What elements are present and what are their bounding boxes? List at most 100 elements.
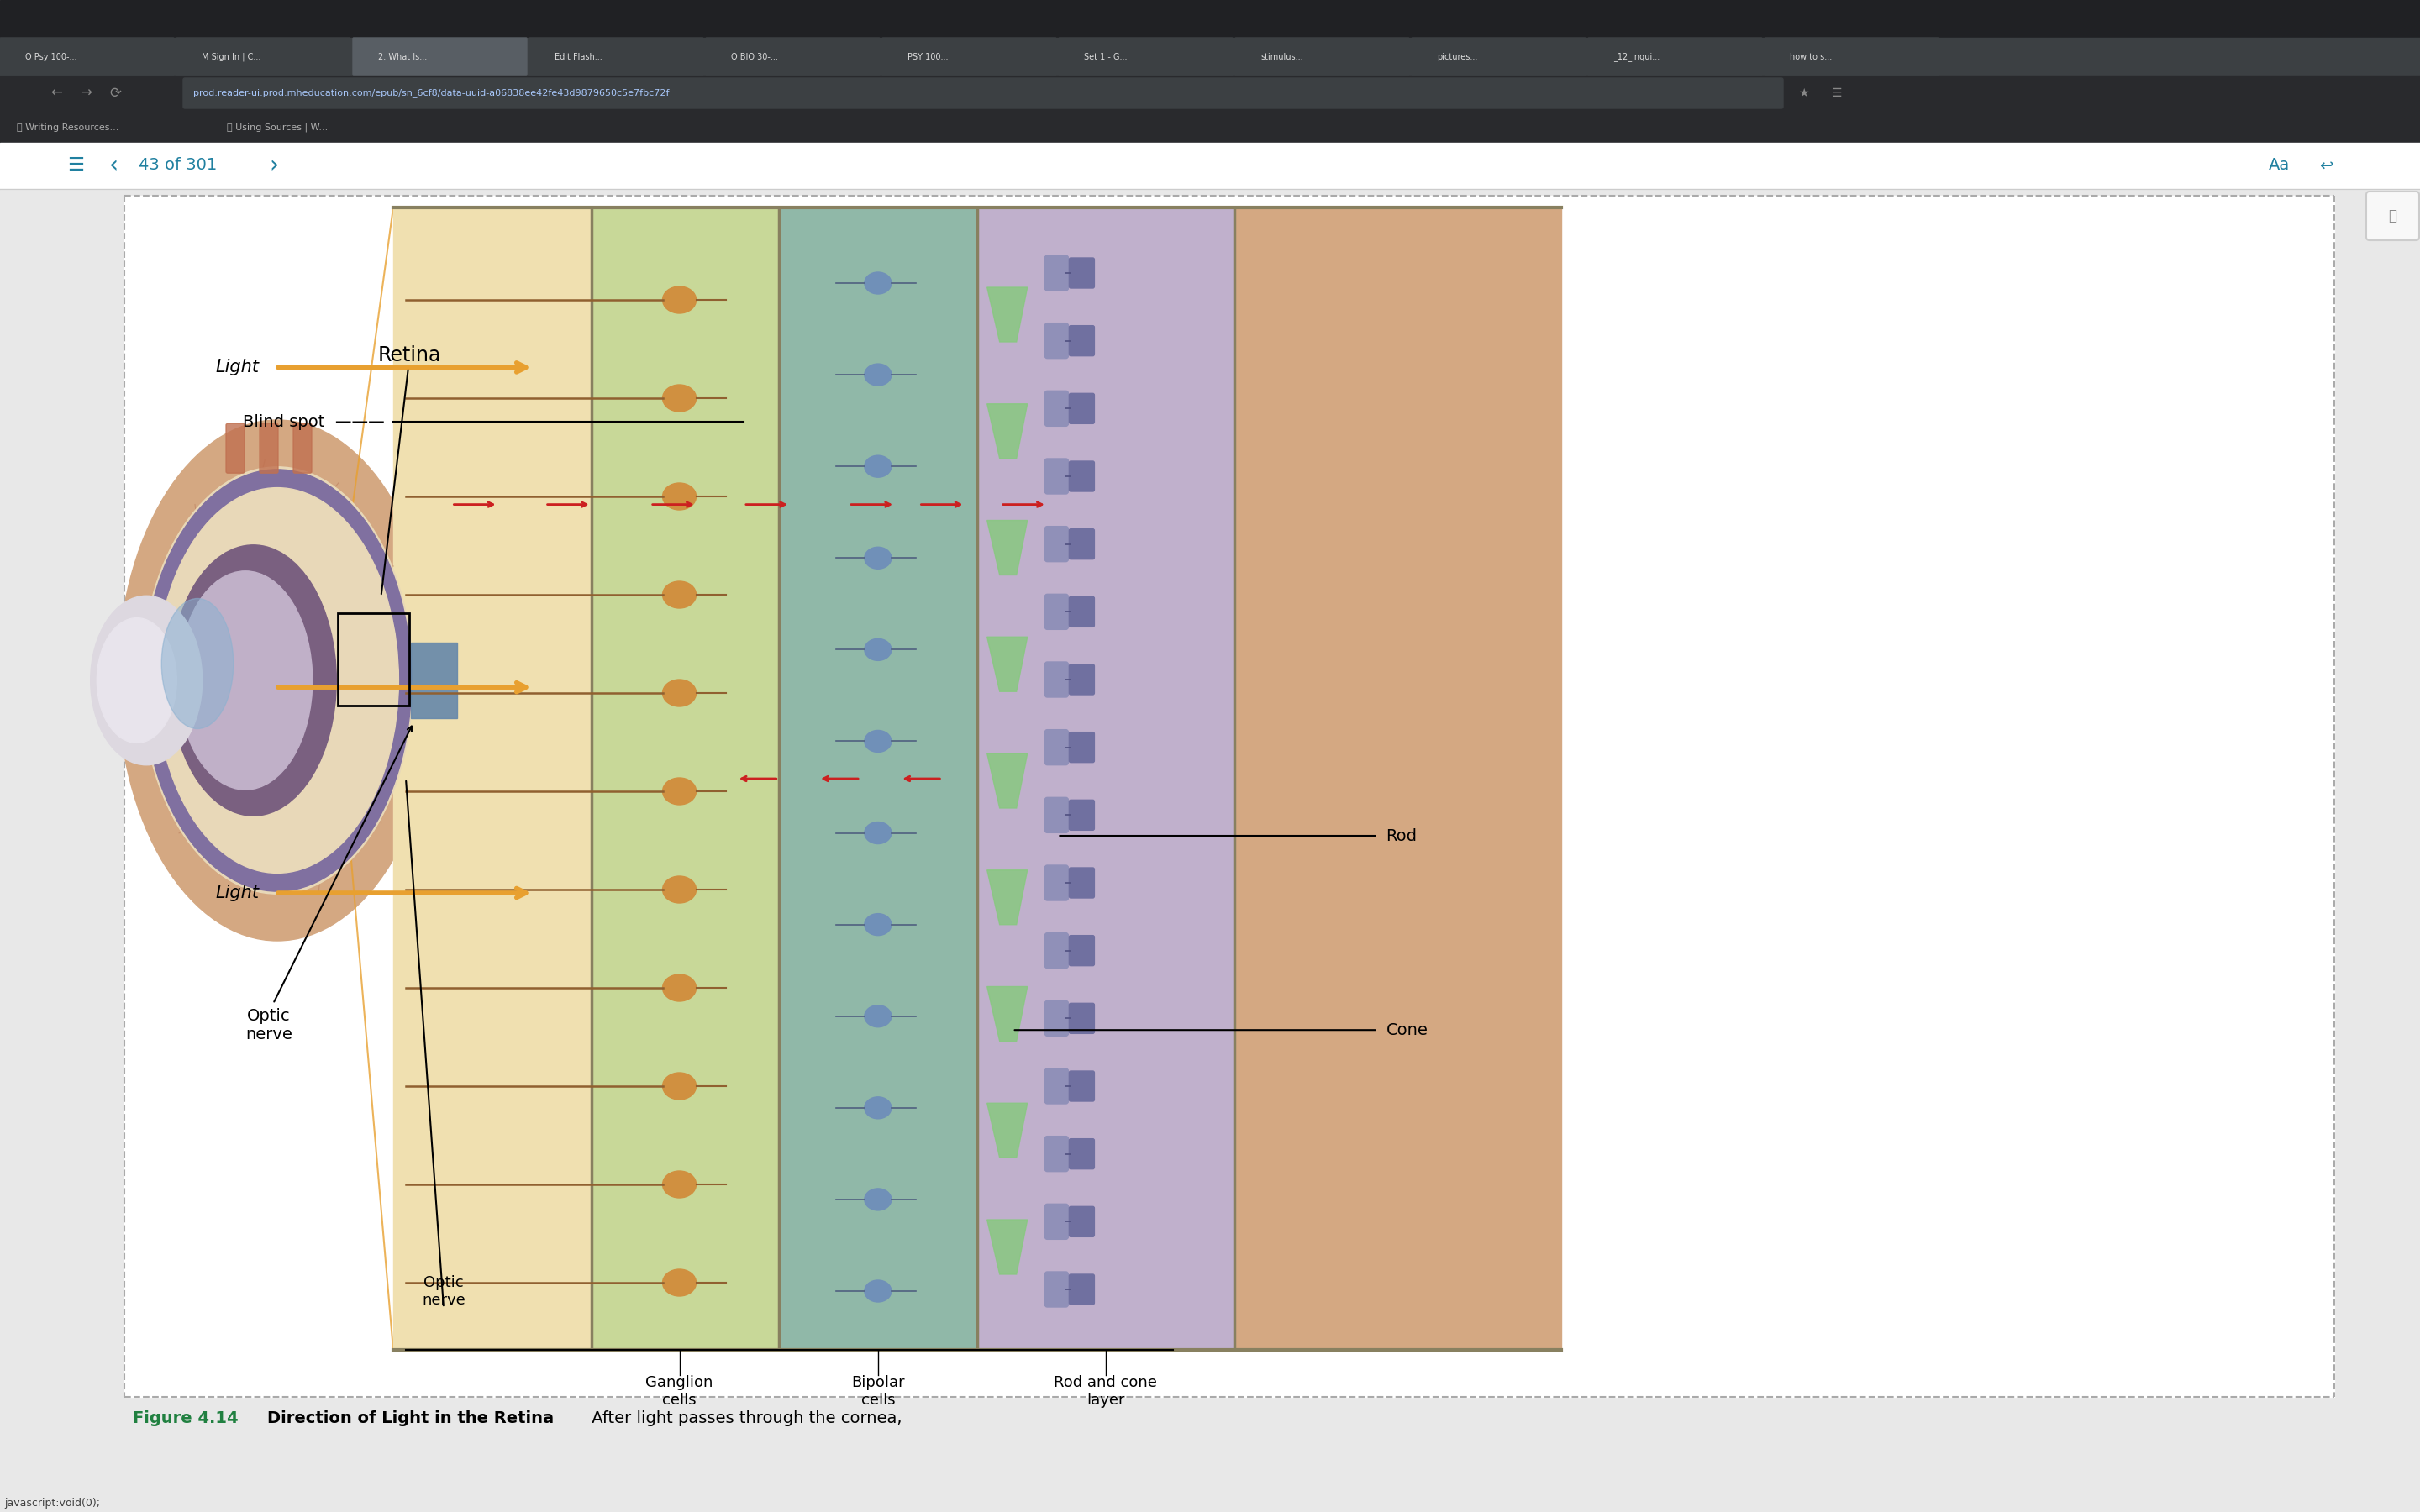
Text: ›: › [269,154,278,177]
Ellipse shape [90,596,203,765]
Ellipse shape [663,384,697,411]
Text: Q BIO 30-...: Q BIO 30-... [731,53,777,62]
Ellipse shape [119,420,438,940]
FancyBboxPatch shape [1045,526,1067,561]
Text: ‹: ‹ [109,154,119,177]
Text: Bipolar
cells: Bipolar cells [852,1374,905,1408]
Ellipse shape [864,547,891,569]
FancyBboxPatch shape [1070,732,1094,762]
FancyBboxPatch shape [1764,38,1938,74]
Text: ←: ← [51,86,63,101]
FancyBboxPatch shape [1070,1139,1094,1169]
Bar [0,112,2420,142]
Text: ↩: ↩ [2318,157,2333,174]
Polygon shape [987,637,1028,691]
FancyBboxPatch shape [1045,458,1067,494]
FancyBboxPatch shape [1070,597,1094,627]
FancyBboxPatch shape [1045,797,1067,833]
Text: 2. What Is...: 2. What Is... [378,53,426,62]
Ellipse shape [864,730,891,751]
Text: Direction of Light in the Retina: Direction of Light in the Retina [266,1409,554,1426]
FancyBboxPatch shape [1045,1069,1067,1104]
Text: ☰: ☰ [68,157,85,174]
Ellipse shape [663,875,697,903]
Text: prod.reader-ui.prod.mheducation.com/epub/sn_6cf8/data-uuid-a06838ee42fe43d987965: prod.reader-ui.prod.mheducation.com/epub… [194,89,670,98]
Ellipse shape [179,572,312,789]
Polygon shape [987,987,1028,1042]
FancyBboxPatch shape [1045,1001,1067,1036]
Text: M Sign In | C...: M Sign In | C... [201,53,261,62]
FancyBboxPatch shape [530,38,704,74]
Ellipse shape [143,467,414,894]
Ellipse shape [663,482,697,510]
Text: ⟳: ⟳ [109,86,121,101]
Text: Cone: Cone [1387,1022,1428,1037]
Text: PSY 100...: PSY 100... [908,53,949,62]
FancyBboxPatch shape [1070,461,1094,491]
Bar [0,76,2420,112]
Bar [0,38,2420,76]
Polygon shape [987,869,1028,925]
Bar [1234,207,1561,1350]
Text: Edit Flash...: Edit Flash... [554,53,603,62]
Ellipse shape [864,823,891,844]
Ellipse shape [864,1281,891,1302]
FancyBboxPatch shape [177,38,351,74]
Bar [779,207,978,1350]
Text: Rod: Rod [1387,829,1418,844]
FancyBboxPatch shape [1045,865,1067,901]
FancyBboxPatch shape [1070,1004,1094,1034]
Ellipse shape [663,1269,697,1296]
Text: javascript:void(0);: javascript:void(0); [5,1498,99,1509]
Text: 🌳 Writing Resources...: 🌳 Writing Resources... [17,124,119,132]
Ellipse shape [162,599,232,729]
Ellipse shape [663,1072,697,1099]
FancyBboxPatch shape [1070,1070,1094,1101]
FancyBboxPatch shape [1411,38,1585,74]
FancyBboxPatch shape [1045,256,1067,290]
Polygon shape [987,520,1028,575]
Bar [0,142,2420,189]
FancyBboxPatch shape [1070,936,1094,966]
Bar [0,0,2420,38]
Text: _12_inqui...: _12_inqui... [1614,53,1660,62]
FancyBboxPatch shape [1070,868,1094,898]
Ellipse shape [97,618,177,742]
FancyBboxPatch shape [1045,1204,1067,1240]
FancyBboxPatch shape [259,423,278,473]
Text: pictures...: pictures... [1437,53,1479,62]
Text: 🔊: 🔊 [2389,209,2396,224]
Text: how to s...: how to s... [1791,53,1832,62]
FancyBboxPatch shape [1234,38,1408,74]
Bar [123,195,2335,1397]
FancyBboxPatch shape [1070,393,1094,423]
FancyBboxPatch shape [1060,38,1232,74]
Ellipse shape [663,1170,697,1198]
Text: Q Psy 100-...: Q Psy 100-... [24,53,77,62]
Ellipse shape [143,469,411,892]
Bar [392,207,593,1350]
Ellipse shape [663,581,697,608]
Text: After light passes through the cornea,: After light passes through the cornea, [586,1409,903,1426]
Text: Light: Light [215,358,259,376]
Ellipse shape [155,488,399,872]
Bar [339,614,409,706]
Bar [0,189,2420,1512]
FancyBboxPatch shape [1070,1275,1094,1305]
Ellipse shape [169,544,336,816]
FancyBboxPatch shape [293,423,312,473]
Text: Ganglion
cells: Ganglion cells [646,1374,714,1408]
FancyBboxPatch shape [1045,662,1067,697]
FancyBboxPatch shape [1070,325,1094,355]
FancyBboxPatch shape [1045,594,1067,629]
Polygon shape [987,287,1028,342]
Ellipse shape [864,455,891,478]
FancyBboxPatch shape [2367,192,2420,240]
Ellipse shape [864,1188,891,1211]
FancyBboxPatch shape [1045,1272,1067,1306]
Ellipse shape [864,913,891,936]
Ellipse shape [864,1005,891,1027]
Bar [411,643,457,718]
Ellipse shape [663,974,697,1001]
Text: Retina: Retina [378,345,440,594]
